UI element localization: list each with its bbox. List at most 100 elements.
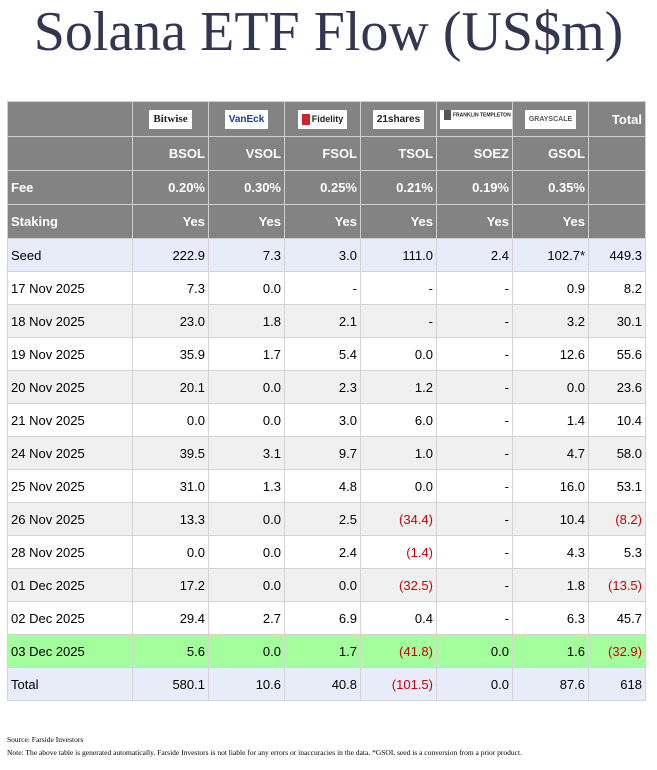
flow-cell: 20.1	[132, 370, 209, 404]
flow-cell: 0.4	[360, 601, 437, 635]
flow-cell: 87.6	[512, 667, 589, 701]
flow-cell: 0.0	[208, 370, 285, 404]
table-row: 19 Nov 2025 35.9 1.7 5.4 0.0-12.6 55.6	[7, 337, 646, 371]
flow-cell: 9.7	[284, 436, 361, 470]
flow-cell: 4.8	[284, 469, 361, 503]
flow-cell: 2.5	[284, 502, 361, 536]
flow-cell: -	[436, 304, 513, 338]
staking-cell: Yes	[208, 204, 285, 239]
table-row: 02 Dec 2025 29.4 2.7 6.9 0.4-6.3 45.7	[7, 601, 646, 635]
flow-cell: -	[284, 271, 361, 305]
ticker-gsol: GSOL	[512, 136, 589, 171]
flow-cell: 12.6	[512, 337, 589, 371]
flow-cell: 0.0	[284, 568, 361, 602]
bitwise-logo: Bitwise	[149, 109, 192, 129]
row-total-cell: (8.2)	[588, 502, 646, 536]
flow-cell: 0.0	[132, 403, 209, 437]
franklin-mark-icon	[444, 109, 451, 120]
row-total-cell: 53.1	[588, 469, 646, 503]
row-total-cell: 449.3	[588, 238, 646, 272]
row-label: 24 Nov 2025	[7, 436, 133, 470]
row-total-cell: 23.6	[588, 370, 646, 404]
flow-cell: 5.6	[132, 634, 209, 668]
fee-cell: 0.35%	[512, 170, 589, 205]
grayscale-logo: GRAYSCALE	[524, 109, 577, 129]
table-row: 25 Nov 2025 31.0 1.3 4.8 0.0-16.0 53.1	[7, 469, 646, 503]
row-label: 28 Nov 2025	[7, 535, 133, 569]
row-total-cell: 45.7	[588, 601, 646, 635]
flow-cell: 111.0	[360, 238, 437, 272]
flow-cell: 102.7*	[512, 238, 589, 272]
fidelity-mark-icon	[301, 113, 310, 125]
flow-cell: 6.0	[360, 403, 437, 437]
flow-cell: 0.0	[436, 667, 513, 701]
flow-cell: 0.0	[132, 535, 209, 569]
flow-cell: -	[436, 469, 513, 503]
logo-row: Bitwise VanEck Fidelity 21shares FRANKLI…	[7, 101, 646, 137]
21shares-logo: 21shares	[372, 109, 425, 129]
flow-cell: -	[436, 502, 513, 536]
source-note: Source: Farside Investors	[7, 735, 84, 744]
fee-cell: 0.21%	[360, 170, 437, 205]
flow-cell: 1.2	[360, 370, 437, 404]
row-total-cell: 30.1	[588, 304, 646, 338]
row-total-cell: 8.2	[588, 271, 646, 305]
flow-cell: -	[436, 601, 513, 635]
fidelity-logo-text: Fidelity	[311, 113, 344, 124]
flow-cell: 1.4	[512, 403, 589, 437]
flow-cell: 1.8	[208, 304, 285, 338]
flow-cell: 2.4	[436, 238, 513, 272]
flow-cell: -	[436, 403, 513, 437]
flow-cell: 17.2	[132, 568, 209, 602]
row-label: 18 Nov 2025	[7, 304, 133, 338]
row-total-cell: (32.9)	[588, 634, 646, 668]
row-total-cell: 618	[588, 667, 646, 701]
flow-cell: 29.4	[132, 601, 209, 635]
row-label: 02 Dec 2025	[7, 601, 133, 635]
staking-cell: Yes	[284, 204, 361, 239]
ticker-tsol: TSOL	[360, 136, 437, 171]
flow-cell: 0.0	[208, 271, 285, 305]
row-total-cell: 10.4	[588, 403, 646, 437]
flow-cell: 35.9	[132, 337, 209, 371]
flow-cell: 1.7	[284, 634, 361, 668]
flow-cell: 0.0	[208, 634, 285, 668]
flow-cell: -	[436, 568, 513, 602]
flow-cell: 16.0	[512, 469, 589, 503]
vaneck-logo: VanEck	[224, 109, 269, 129]
row-total-cell: 5.3	[588, 535, 646, 569]
flow-cell: 2.7	[208, 601, 285, 635]
flow-cell: 6.9	[284, 601, 361, 635]
row-label: 25 Nov 2025	[7, 469, 133, 503]
staking-cell: Yes	[512, 204, 589, 239]
flow-cell: 3.2	[512, 304, 589, 338]
staking-cell: Yes	[132, 204, 209, 239]
fidelity-logo: Fidelity	[297, 109, 348, 129]
table-row: 21 Nov 2025 0.0 0.0 3.0 6.0-1.4 10.4	[7, 403, 646, 437]
seed-row: Seed 222.9 7.3 3.0 111.0 2.4 102.7* 449.3	[7, 238, 646, 272]
flow-cell: 0.0	[360, 337, 437, 371]
franklin-logo-text: FRANKLIN TEMPLETON	[453, 111, 511, 118]
flow-cell: -	[360, 304, 437, 338]
table-row: 20 Nov 2025 20.1 0.0 2.3 1.2-0.0 23.6	[7, 370, 646, 404]
flow-cell: 5.4	[284, 337, 361, 371]
row-label: Total	[7, 667, 133, 701]
row-label: Seed	[7, 238, 133, 272]
ticker-bsol: BSOL	[132, 136, 209, 171]
table-row: 26 Nov 2025 13.3 0.0 2.5 (34.4) -10.4 (8.2)	[7, 502, 646, 536]
flow-cell: 1.3	[208, 469, 285, 503]
table-row: 03 Dec 2025 5.6 0.0 1.7 (41.8) 0.0 1.6 (32.9)	[7, 634, 646, 668]
flow-cell: 7.3	[208, 238, 285, 272]
flow-cell: 0.9	[512, 271, 589, 305]
row-label: 20 Nov 2025	[7, 370, 133, 404]
table-row: 24 Nov 2025 39.5 3.1 9.7 1.0-4.7 58.0	[7, 436, 646, 470]
flow-cell: 10.6	[208, 667, 285, 701]
flow-cell: 0.0	[208, 403, 285, 437]
flow-cell: 580.1	[132, 667, 209, 701]
flow-cell: (34.4)	[360, 502, 437, 536]
fee-cell: 0.19%	[436, 170, 513, 205]
table-row: 01 Dec 2025 17.2 0.0 0.0 (32.5) -1.8 (13.5)	[7, 568, 646, 602]
flow-cell: 0.0	[208, 568, 285, 602]
flow-cell: 222.9	[132, 238, 209, 272]
staking-cell: Yes	[360, 204, 437, 239]
